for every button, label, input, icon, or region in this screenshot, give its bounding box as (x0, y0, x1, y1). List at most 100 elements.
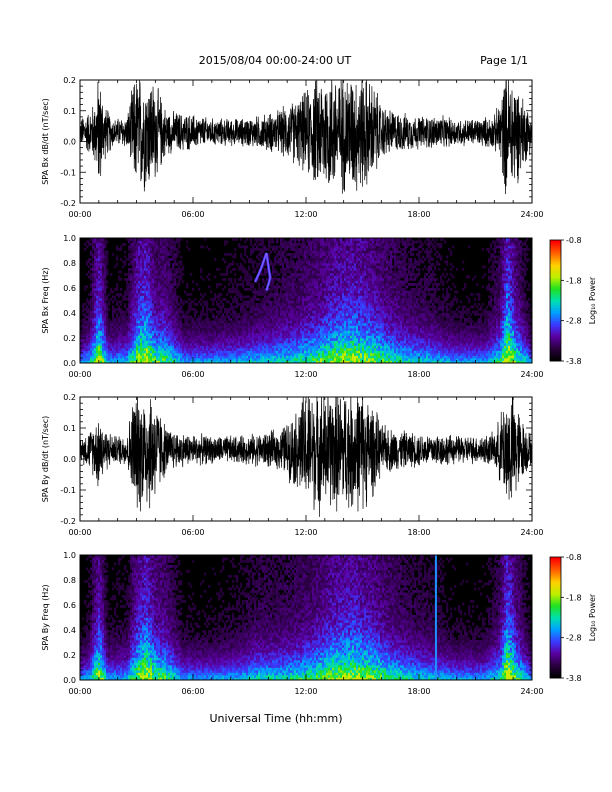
spectrogram-cell (306, 260, 309, 264)
spectrogram-cell (128, 318, 131, 321)
spectrogram-cell (290, 308, 293, 311)
spectrogram-cell (126, 293, 129, 296)
spectrogram-cell (152, 245, 155, 249)
spectrogram-cell (160, 268, 163, 271)
spectrogram-cell (158, 255, 161, 259)
spectrogram-cell (168, 268, 171, 271)
spectrogram-cell (310, 318, 313, 321)
spectrogram-cell (150, 323, 153, 326)
spectrogram-cell (292, 275, 295, 279)
spectrogram-cell (152, 273, 155, 276)
spectrogram-cell (176, 303, 179, 306)
spectrogram-cell (268, 353, 271, 356)
spectrogram-cell (220, 293, 223, 296)
spectrogram-cell (232, 338, 235, 341)
spectrogram-cell (300, 293, 303, 296)
spectrogram-cell (256, 320, 259, 324)
spectrogram-cell (118, 295, 121, 299)
spectrogram-cell (208, 360, 211, 364)
spectrogram-cell (302, 320, 305, 324)
spectrogram-cell (308, 285, 311, 289)
spectrogram-cell (82, 328, 85, 331)
spectrogram-cell (134, 253, 137, 256)
spectrogram-cell (142, 263, 145, 266)
spectrogram-cell (170, 300, 173, 304)
spectrogram-cell (244, 275, 247, 279)
spectrogram-cell (330, 285, 333, 289)
spectrogram-cell (128, 303, 131, 306)
spectrogram-cell (114, 328, 117, 331)
spectrogram-cell (166, 320, 169, 324)
spectrogram-cell (178, 318, 181, 321)
spectrogram-cell (94, 310, 97, 314)
spectrogram-cell (132, 300, 135, 304)
spectrogram-cell (282, 263, 285, 266)
spectrogram-cell (150, 328, 153, 331)
spectrogram-cell (300, 353, 303, 356)
spectrogram-cell (176, 320, 179, 324)
spectrogram-cell (316, 340, 319, 344)
spectrogram-cell (244, 353, 247, 356)
spectrogram-cell (252, 340, 255, 344)
spectrogram-cell (296, 330, 299, 334)
spectrogram-cell (286, 340, 289, 344)
spectrogram-cell (126, 323, 129, 326)
spectrogram-cell (214, 315, 217, 319)
spectrogram-cell (268, 243, 271, 246)
spectrogram-cell (108, 340, 111, 344)
spectrogram-cell (94, 238, 97, 241)
spectrogram-cell (90, 293, 93, 296)
spectrogram-cell (122, 345, 125, 349)
spectrogram-cell (164, 305, 167, 309)
spectrogram-cell (98, 305, 101, 309)
spectrogram-cell (280, 318, 283, 321)
spectrogram-cell (318, 335, 321, 339)
spectrogram-cell (282, 283, 285, 286)
spectrogram-cell (202, 300, 205, 304)
spectrogram-cell (258, 248, 261, 251)
spectrogram-cell (328, 265, 331, 269)
spectrogram-cell (298, 238, 301, 241)
spectrogram-cell (174, 323, 177, 326)
spectrogram-cell (228, 310, 231, 314)
spectrogram-cell (312, 300, 315, 304)
spectrogram-cell (328, 350, 331, 354)
spectrogram-cell (146, 340, 149, 344)
spectrogram-cell (284, 255, 287, 259)
spectrogram-cell (136, 255, 139, 259)
spectrogram-cell (200, 345, 203, 349)
spectrogram-cell (274, 325, 277, 329)
spectrogram-cell (302, 260, 305, 264)
spectrogram-cell (138, 315, 141, 319)
spectrogram-cell (142, 338, 145, 341)
spectrogram-cell (244, 355, 247, 359)
spectrogram-cell (254, 238, 257, 241)
spectrogram-cell (168, 320, 171, 324)
spectrogram-cell (176, 250, 179, 254)
spectrogram-cell (162, 348, 165, 351)
spectrogram-cell (228, 325, 231, 329)
spectrogram-cell (88, 270, 91, 274)
spectrogram-cell (82, 348, 85, 351)
spectrogram-cell (242, 340, 245, 344)
spectrogram-cell (156, 310, 159, 314)
spectrogram-cell (162, 335, 165, 339)
spectrogram-cell (136, 303, 139, 306)
spectrogram-cell (306, 300, 309, 304)
spectrogram-cell (268, 310, 271, 314)
spectrogram-cell (318, 275, 321, 279)
spectrogram-cell (308, 335, 311, 339)
spectrogram-cell (234, 255, 237, 259)
spectrogram-cell (100, 273, 103, 276)
spectrogram-cell (136, 270, 139, 274)
spectrogram-cell (258, 313, 261, 316)
spectrogram-cell (162, 323, 165, 326)
spectrogram-cell (148, 300, 151, 304)
spectrogram-cell (128, 238, 131, 241)
spectrogram-cell (296, 355, 299, 359)
spectrogram-cell (272, 335, 275, 339)
spectrogram-cell (184, 355, 187, 359)
spectrogram-cell (138, 328, 141, 331)
spectrogram-cell (252, 263, 255, 266)
spectrogram-cell (120, 358, 123, 361)
